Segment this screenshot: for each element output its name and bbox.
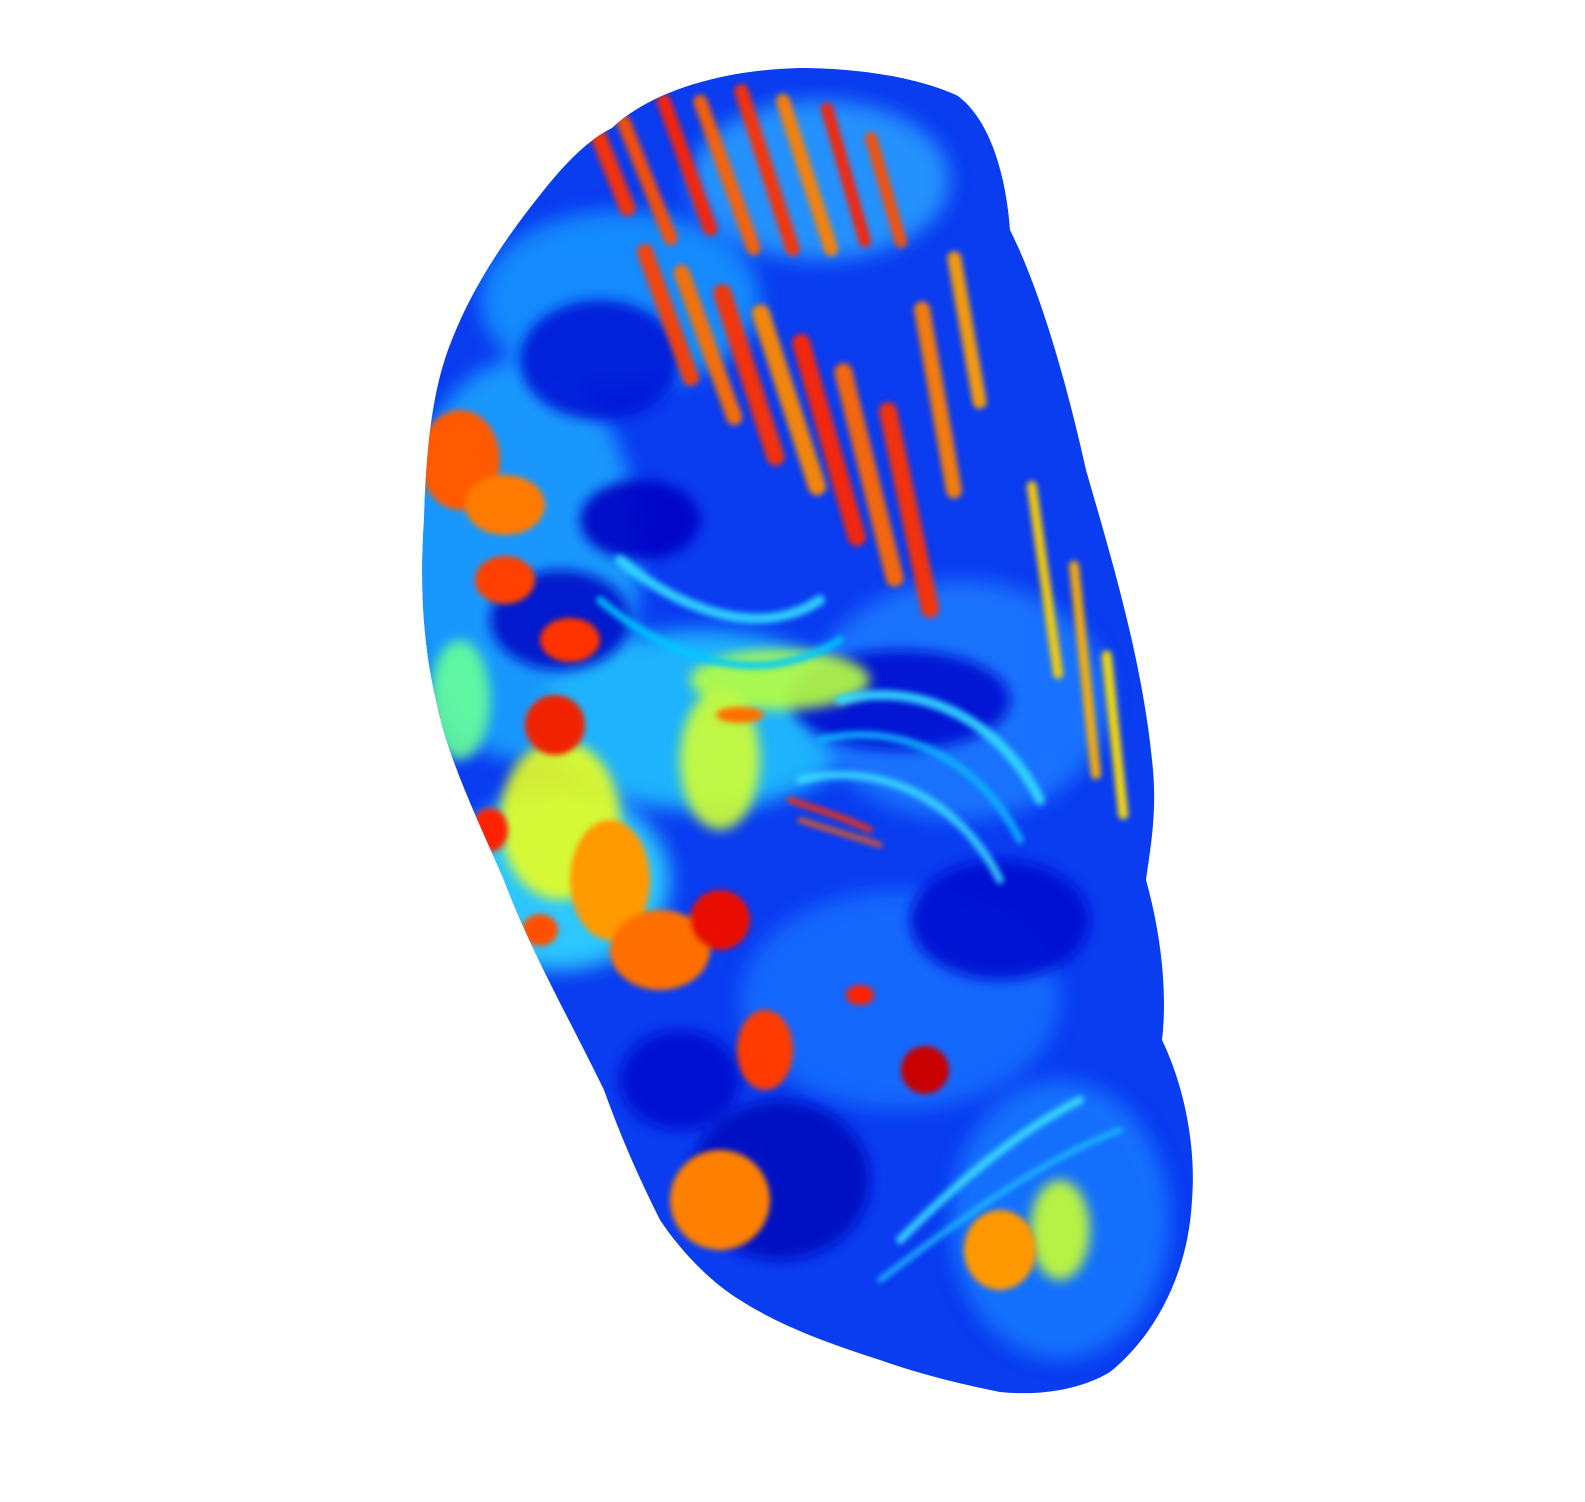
head-surface <box>422 68 1193 1394</box>
